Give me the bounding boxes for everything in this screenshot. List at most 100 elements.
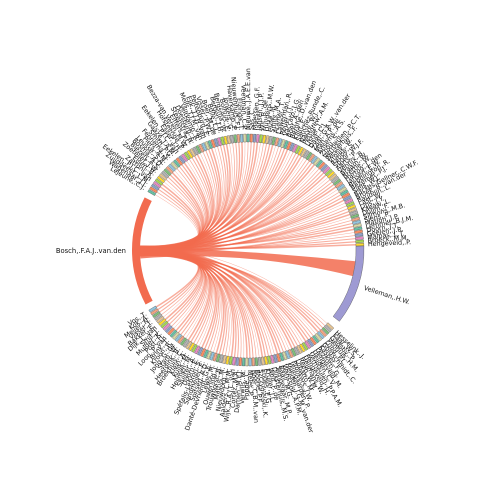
node-arc-atamer-t <box>271 136 276 146</box>
node-arc-geelen-j-r <box>354 233 364 237</box>
node-arc-wolf-p-de <box>267 355 272 365</box>
node-arc-wagenaar-j-j <box>149 186 158 194</box>
node-arc-matlon-j-p <box>352 223 362 228</box>
node-label: Meier,.P. <box>246 370 254 397</box>
node-arc-jonkers-g <box>230 134 235 144</box>
node-label: Maessen,.G.F. <box>251 86 262 130</box>
node-arc-bosma-a-d <box>163 168 172 177</box>
node-arc-zuijdgeest-l-m <box>151 183 160 191</box>
node-arc-haverkamp-p <box>233 134 238 144</box>
node-arc-bakker-e <box>156 315 165 324</box>
node-arc-zaal-g-a-w-van-der <box>305 151 313 161</box>
node-arc-bezemer-p-j <box>339 189 349 197</box>
node-arc-bergen-j-h <box>220 136 225 146</box>
node-arc-veltkamp-r <box>198 143 205 153</box>
node-arc-vermeulen-p-p-a-m <box>301 342 309 351</box>
node-arc-doorn-e <box>197 346 204 356</box>
chord-link <box>140 250 301 345</box>
node-arc-pezzotti-g <box>309 336 317 346</box>
node-arc-klein-a <box>185 340 193 350</box>
node-arc-huse-m <box>265 135 270 145</box>
node-arc-sandmeijer-e <box>203 349 209 359</box>
hub-label: Bosch,.F.A.J..van.den <box>56 247 126 255</box>
node-arc-dijk-l-van <box>158 318 167 326</box>
node-label: Verwijs,.M. <box>238 370 247 404</box>
node-arc-kaeaw-l <box>349 210 359 216</box>
node-arc-lewis-m <box>212 352 218 362</box>
node-arc-klijn-e <box>289 142 295 152</box>
node-arc-verwijs-m <box>242 357 246 367</box>
node-label: Boone,.P.F. <box>253 369 264 403</box>
chord-link <box>140 225 354 248</box>
node-arc-boer-m-de <box>213 138 219 147</box>
node-arc-rabbe-s <box>322 166 331 175</box>
node-arc-pettigrew-a-m <box>297 146 304 156</box>
node-arc-wit-b-de <box>259 134 263 144</box>
node-arc-ansems-a-s <box>310 155 318 164</box>
node-arc-jansen-e-w <box>336 183 346 191</box>
node-arc-lobatto-m <box>290 347 297 357</box>
node-arc-eekelen-p-j-c-van <box>178 155 186 164</box>
node-arc-heijden-j-g-m-van-der <box>282 351 288 361</box>
node-arc-dijksterhuis-m-s <box>270 354 275 364</box>
node-arc-vrolijk-w <box>320 163 329 172</box>
node-arc-jansen-j-j-p <box>256 134 260 143</box>
node-arc-hofsteenge-p <box>183 151 191 161</box>
node-arc-vermeulen-p-c-t <box>315 159 324 168</box>
node-arc-sanchez-runde-c <box>291 143 298 153</box>
node-arc-gaaze-j-a-m <box>175 157 184 166</box>
node-label: Veenman,.C.P. <box>239 85 248 131</box>
node-arc-kuijk-m <box>188 342 195 352</box>
node-arc-piers-a-m <box>168 163 176 172</box>
node-arc-biezen-a-s <box>161 170 170 179</box>
node-arc-tempelaar-m-p <box>273 354 278 363</box>
node-arc-backes-gellner-c-w-f <box>343 195 352 202</box>
node-label: Cortez,.M.A. <box>229 369 241 408</box>
node-arc-stam-w <box>177 335 185 344</box>
node-arc-nieuwdorp-l <box>225 355 230 365</box>
node-arc-elzinga-t <box>239 133 244 143</box>
node-arc-jong-g-de <box>174 333 183 342</box>
node-arc-kruijer-j-l <box>264 356 269 365</box>
node-arc-elsen-b <box>156 175 166 184</box>
node-label: Nieuwe,.J.A.E.E.van <box>244 68 252 130</box>
node-arc-vos-t <box>148 305 158 313</box>
node-arc-braam-w <box>330 175 340 184</box>
node-arc-trouwborst-b <box>218 354 224 364</box>
node-arc-vennix-b <box>328 173 338 181</box>
node-arc-peltenburg-e <box>207 140 213 149</box>
node-arc-melis-t-j-m-van <box>201 142 208 152</box>
node-arc-baudoin-l <box>345 201 355 208</box>
node-arc-fennema-s <box>170 161 179 170</box>
node-arc-meier-p <box>248 357 252 367</box>
node-arc-brink-t <box>169 329 178 338</box>
node-arc-lawerman-r <box>274 137 280 147</box>
node-arc-duijm-f <box>350 213 360 219</box>
node-label: Boer,.C.B.M..van <box>250 370 260 423</box>
node-arc-siels-w-j <box>341 192 351 199</box>
node-label: Malpas,.L.T. <box>367 229 405 241</box>
node-arc-kroon-r <box>172 331 180 340</box>
node-arc-boer-a-den <box>283 140 289 150</box>
node-arc-daal-c-j <box>302 149 310 159</box>
node-arc-dant-devriendt-g-e <box>209 351 215 361</box>
major-target-arc <box>332 245 365 322</box>
major-target-label: Velleman,.H.W. <box>363 284 411 306</box>
node-arc-heijden-c-v <box>304 340 312 349</box>
node-arc-visser-i <box>154 313 163 321</box>
node-arc-spoor-w-j-f <box>324 168 333 177</box>
node-arc-elffers-p-c <box>189 148 196 157</box>
node-arc-endes-e-g <box>260 356 265 366</box>
node-arc-boer-c-b-m-van <box>251 357 255 367</box>
node-arc-man-a-p-de <box>308 153 316 163</box>
node-label: Hengeveld,.P. <box>368 238 412 248</box>
node-arc-ouwerling-i <box>215 353 221 363</box>
node-arc-lund-p-l <box>317 331 325 340</box>
node-arc-hesselink-j <box>326 322 335 331</box>
node-arc-goldschmidt-c <box>314 333 323 342</box>
node-arc-berghe-d-van-den <box>286 141 292 151</box>
node-arc-hengeveld-m <box>307 338 315 348</box>
node-arc-westerhuis-f <box>317 161 326 170</box>
node-arc-smith-p-g <box>173 159 181 168</box>
node-arc-meijer-n <box>152 310 161 318</box>
